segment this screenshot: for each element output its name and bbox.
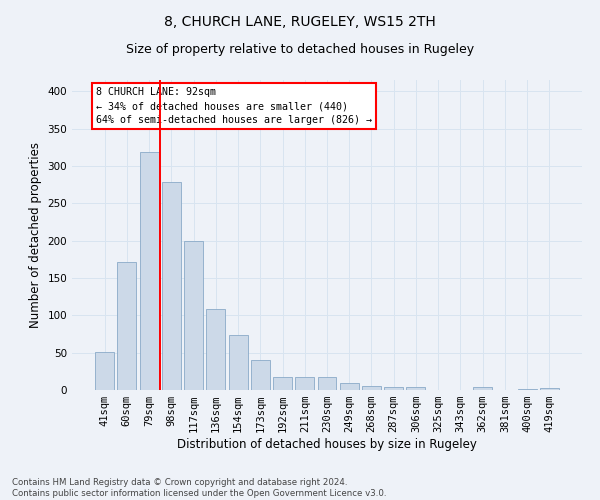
Bar (140, 152, 158, 390)
Bar (518, 388, 536, 390)
Bar (362, 386, 381, 390)
Text: Size of property relative to detached houses in Rugeley: Size of property relative to detached ho… (126, 42, 474, 56)
Text: 8, CHURCH LANE, RUGELEY, WS15 2TH: 8, CHURCH LANE, RUGELEY, WS15 2TH (164, 15, 436, 29)
Bar (251, 360, 270, 390)
Bar (406, 387, 425, 390)
Bar (206, 308, 225, 390)
Text: 8 CHURCH LANE: 92sqm
← 34% of detached houses are smaller (440)
64% of semi-deta: 8 CHURCH LANE: 92sqm ← 34% of detached h… (96, 88, 372, 126)
Bar (162, 182, 181, 390)
Bar (473, 387, 492, 390)
Bar (184, 240, 203, 390)
Bar (295, 378, 314, 390)
Bar (95, 352, 114, 390)
Bar (118, 262, 136, 390)
Bar (273, 376, 292, 390)
X-axis label: Distribution of detached houses by size in Rugeley: Distribution of detached houses by size … (177, 438, 477, 451)
Bar (384, 387, 403, 390)
Bar (229, 334, 248, 390)
Y-axis label: Number of detached properties: Number of detached properties (29, 142, 42, 328)
Text: Contains HM Land Registry data © Crown copyright and database right 2024.
Contai: Contains HM Land Registry data © Crown c… (12, 478, 386, 498)
Bar (317, 378, 337, 390)
Bar (340, 382, 359, 390)
Bar (540, 388, 559, 390)
